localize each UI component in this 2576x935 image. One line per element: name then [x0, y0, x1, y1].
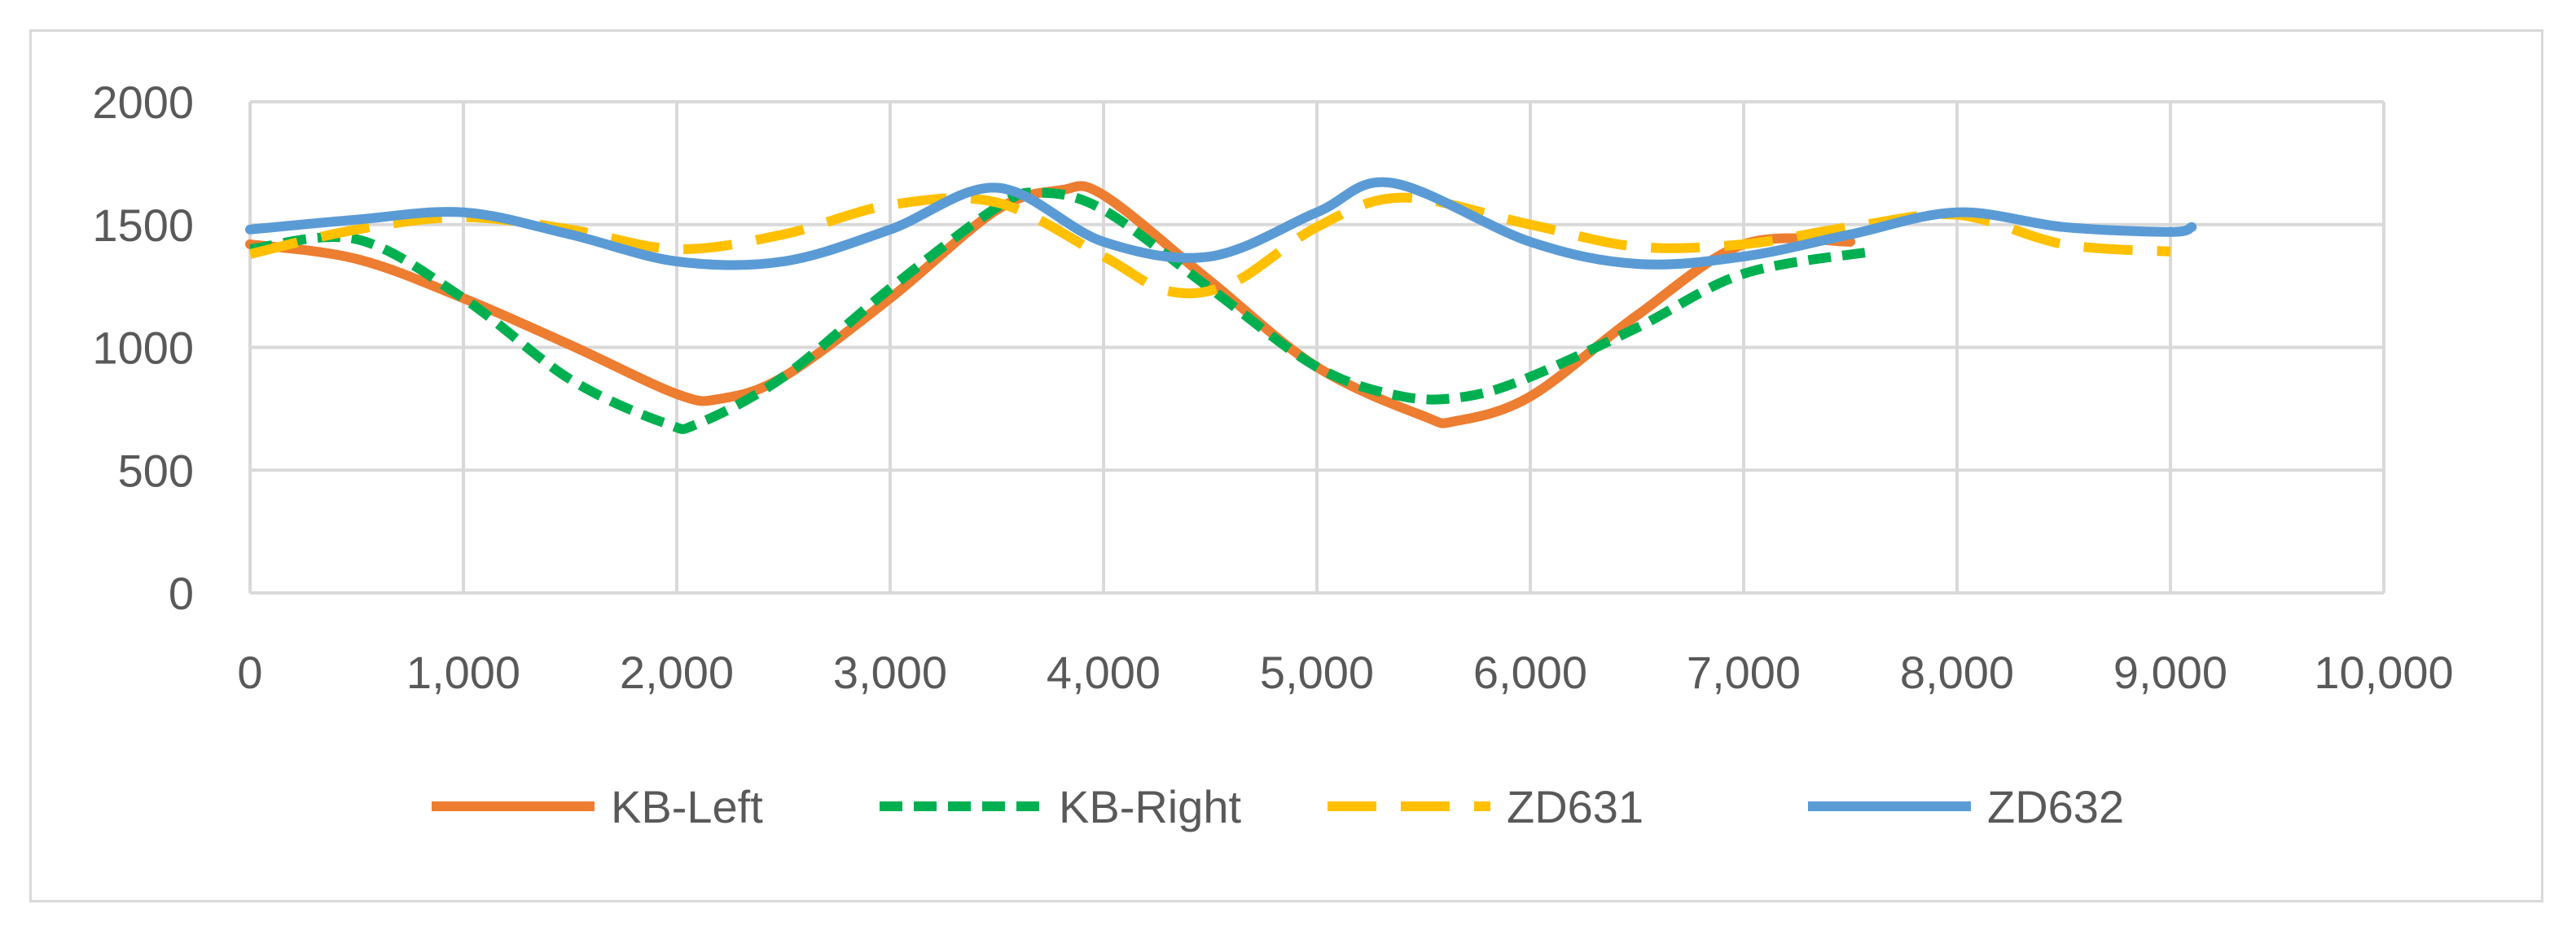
x-tick-label: 3,000 [833, 647, 947, 698]
x-tick-label: 2,000 [620, 647, 734, 698]
chart-frame [29, 29, 2543, 902]
x-axis-tick-labels: 0 1,000 2,000 3,000 4,000 5,000 6,000 7,000 8,00… [237, 647, 2453, 698]
x-tick-label: 6,000 [1473, 647, 1587, 698]
x-tick-label: 7,000 [1687, 647, 1801, 698]
y-axis-tick-labels: 0 500 1000 1500 2000 [92, 77, 194, 619]
series-lines [245, 177, 2197, 434]
y-tick-label: 0 [169, 568, 194, 619]
x-tick-label: 0 [237, 647, 262, 698]
y-tick-label: 1500 [92, 200, 194, 251]
x-tick-label: 1,000 [406, 647, 520, 698]
y-tick-label: 1000 [92, 323, 194, 374]
legend-label: KB-Right [1059, 781, 1242, 832]
y-tick-label: 2000 [92, 77, 194, 128]
legend-label: ZD632 [1987, 781, 2124, 832]
x-tick-label: 9,000 [2113, 647, 2227, 698]
legend: KB-Left KB-Right ZD631 ZD632 [432, 781, 2124, 832]
x-tick-label: 8,000 [1900, 647, 2014, 698]
legend-item: KB-Right [880, 781, 1242, 832]
series-line-kb-right [249, 187, 1873, 434]
x-tick-label: 10,000 [2314, 647, 2453, 698]
y-tick-label: 500 [118, 445, 194, 496]
x-tick-label: 5,000 [1260, 647, 1374, 698]
x-tick-label: 4,000 [1047, 647, 1161, 698]
series-line-zd632 [245, 177, 2197, 270]
gridlines [248, 100, 2385, 595]
legend-label: ZD631 [1507, 781, 1643, 832]
legend-label: KB-Left [611, 781, 763, 832]
legend-item: KB-Left [432, 781, 763, 832]
legend-item: ZD632 [1808, 781, 2124, 832]
series-line-zd631 [248, 192, 2171, 299]
legend-item: ZD631 [1327, 781, 1643, 832]
